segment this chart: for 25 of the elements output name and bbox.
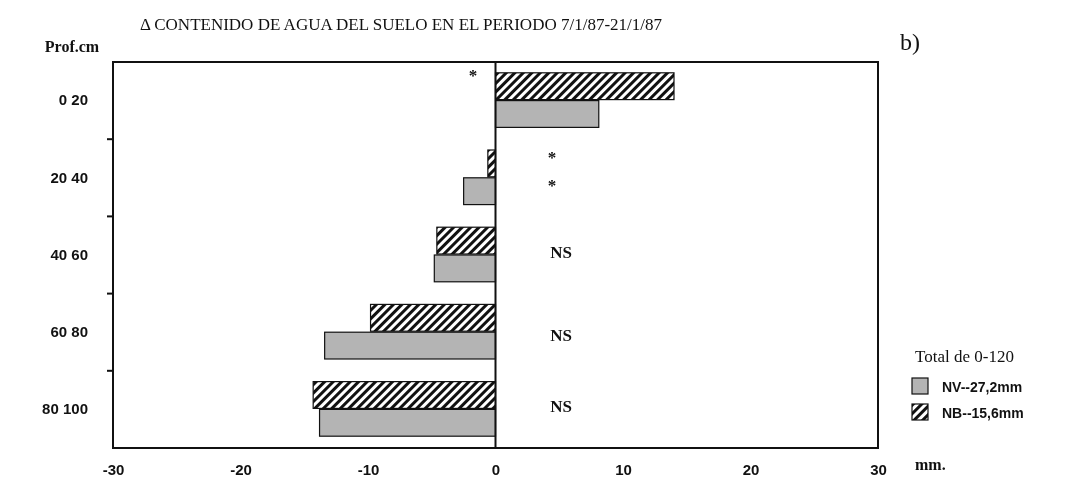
chart-title: Δ CONTENIDO DE AGUA DEL SUELO EN EL PERIODO 7/1/87-21/1/87 bbox=[140, 15, 663, 34]
x-tick-label: 0 bbox=[491, 460, 501, 478]
annotation: NS bbox=[550, 397, 572, 416]
x-axis-title: mm. bbox=[915, 456, 946, 473]
y-tick-label: 60 80 bbox=[50, 323, 88, 340]
annotation: NS bbox=[550, 326, 572, 345]
legend-title: Total de 0-120 bbox=[915, 347, 1014, 366]
text: b) bbox=[900, 29, 920, 55]
x-tick-label: 30 bbox=[870, 460, 887, 478]
annotation: NS bbox=[550, 243, 572, 262]
annotation: * bbox=[468, 66, 478, 85]
x-tick-label: -20 bbox=[230, 460, 252, 478]
legend-label: NV--27,2mm bbox=[942, 379, 1023, 395]
y-tick-label: 20 40 bbox=[50, 168, 88, 186]
y-axis-title: Prof.cm bbox=[44, 38, 100, 55]
x-tick-label: -10 bbox=[357, 460, 380, 478]
legend-label: NB--15,6mm bbox=[942, 405, 1024, 421]
y-tick-label: 80 100 bbox=[42, 400, 88, 418]
annotation: * bbox=[547, 176, 557, 195]
y-tick-label: 40 60 bbox=[50, 245, 88, 263]
x-tick-label: -30 bbox=[102, 460, 125, 478]
annotation: * bbox=[547, 148, 557, 167]
x-tick-label: 10 bbox=[615, 460, 632, 478]
y-tick-label: 0 20 bbox=[58, 91, 88, 109]
x-tick-label: 20 bbox=[742, 460, 760, 478]
